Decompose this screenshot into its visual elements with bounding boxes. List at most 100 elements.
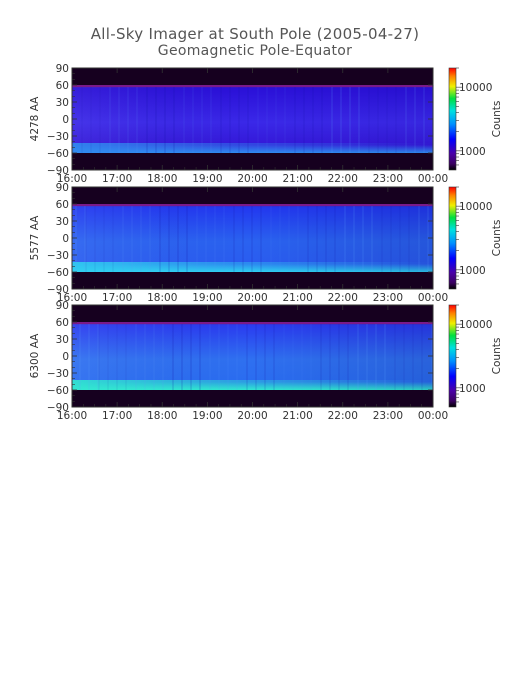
heatmap-streak bbox=[279, 204, 281, 272]
heatmap-streak bbox=[344, 204, 346, 272]
heatmap-streak bbox=[238, 85, 240, 153]
heatmap-streak bbox=[81, 85, 83, 153]
heatmap-streak bbox=[349, 85, 351, 153]
heatmap-streak bbox=[371, 204, 373, 272]
heatmap-streak bbox=[88, 322, 90, 390]
x-tick-label: 16:00 bbox=[57, 292, 87, 304]
heatmap-streak bbox=[334, 204, 336, 272]
y-tick-label: 60 bbox=[56, 317, 69, 329]
heatmap-streak bbox=[301, 322, 303, 390]
heatmap-streak bbox=[260, 204, 262, 272]
x-tick-label: 21:00 bbox=[282, 173, 312, 185]
heatmap-streak bbox=[127, 85, 129, 153]
x-tick-label: 22:00 bbox=[328, 173, 358, 185]
colorbar-tick-label: 10000 bbox=[459, 82, 492, 94]
x-tick-label: 16:00 bbox=[57, 173, 87, 185]
heatmap-streak bbox=[205, 204, 207, 272]
heatmap-streak bbox=[257, 85, 259, 153]
heatmap-streak bbox=[229, 85, 231, 153]
heatmap-streak bbox=[209, 322, 211, 390]
heatmap-streak bbox=[405, 85, 407, 153]
heatmap-streak bbox=[125, 322, 127, 390]
heatmap-streak bbox=[173, 85, 175, 153]
heatmap-streak bbox=[223, 204, 225, 272]
y-tick-label: −90 bbox=[47, 284, 69, 296]
heatmap-streak bbox=[201, 85, 203, 153]
heatmap-streak bbox=[316, 204, 318, 272]
heatmap-streak bbox=[366, 322, 368, 390]
x-tick-label: 18:00 bbox=[147, 173, 177, 185]
heatmap-streak bbox=[408, 204, 410, 272]
heatmap-streak bbox=[421, 322, 423, 390]
chart-title: All-Sky Imager at South Pole (2005-04-27… bbox=[90, 25, 420, 43]
heatmap-streak bbox=[246, 322, 248, 390]
heatmap-streak bbox=[329, 322, 331, 390]
heatmap-streak bbox=[414, 85, 416, 153]
colorbar-tick-label: 10000 bbox=[459, 201, 492, 213]
heatmap-streak bbox=[358, 85, 360, 153]
heatmap-streak bbox=[214, 204, 216, 272]
heatmap-streak bbox=[412, 322, 414, 390]
y-tick-label: 60 bbox=[56, 80, 69, 92]
heatmap-streak bbox=[220, 85, 222, 153]
colorbar-label: Counts bbox=[491, 220, 503, 257]
x-tick-label: 00:00 bbox=[418, 410, 448, 422]
y-tick-label: −30 bbox=[47, 368, 69, 380]
heatmap-top-edge bbox=[72, 322, 433, 324]
x-tick-label: 20:00 bbox=[237, 292, 267, 304]
heatmap-streak bbox=[109, 85, 111, 153]
y-tick-label: −60 bbox=[47, 385, 69, 397]
heatmap-streak bbox=[338, 322, 340, 390]
chart-subtitle: Geomagnetic Pole-Equator bbox=[157, 43, 353, 59]
heatmap-shade bbox=[72, 322, 433, 390]
heatmap-streak bbox=[136, 85, 138, 153]
heatmap-streak bbox=[403, 322, 405, 390]
x-tick-label: 18:00 bbox=[147, 292, 177, 304]
heatmap-streak bbox=[79, 322, 81, 390]
heatmap-streak bbox=[177, 204, 179, 272]
y-tick-label: 30 bbox=[56, 97, 69, 109]
x-tick-label: 18:00 bbox=[147, 410, 177, 422]
heatmap-streak bbox=[273, 322, 275, 390]
heatmap-streak bbox=[310, 322, 312, 390]
y-axis-label: 5577 AA bbox=[29, 215, 41, 261]
heatmap-streak bbox=[399, 204, 401, 272]
colorbar-tick-label: 1000 bbox=[459, 383, 486, 395]
heatmap-streak bbox=[90, 85, 92, 153]
y-axis-label: 4278 AA bbox=[29, 96, 41, 142]
colorbar-label: Counts bbox=[491, 101, 503, 138]
heatmap-streak bbox=[303, 85, 305, 153]
y-tick-label: −60 bbox=[47, 267, 69, 279]
heatmap-streak bbox=[118, 85, 120, 153]
heatmap-streak bbox=[107, 322, 109, 390]
colorbar-tick-label: 1000 bbox=[459, 146, 486, 158]
heatmap-streak bbox=[331, 85, 333, 153]
heatmap-streak bbox=[190, 322, 192, 390]
heatmap-low-band bbox=[72, 143, 433, 153]
x-tick-label: 19:00 bbox=[192, 410, 222, 422]
heatmap-streak bbox=[394, 322, 396, 390]
heatmap-streak bbox=[255, 322, 257, 390]
y-tick-label: 90 bbox=[56, 63, 69, 75]
x-tick-label: 23:00 bbox=[373, 410, 403, 422]
heatmap-streak bbox=[423, 85, 425, 153]
heatmap-streak bbox=[283, 322, 285, 390]
y-tick-label: 0 bbox=[62, 233, 69, 245]
x-tick-label: 23:00 bbox=[373, 173, 403, 185]
x-tick-label: 21:00 bbox=[282, 292, 312, 304]
x-tick-label: 20:00 bbox=[237, 173, 267, 185]
heatmap-streak bbox=[210, 85, 212, 153]
y-tick-label: −90 bbox=[47, 402, 69, 414]
y-tick-label: −30 bbox=[47, 131, 69, 143]
heatmap-streak bbox=[135, 322, 137, 390]
heatmap-streak bbox=[288, 204, 290, 272]
heatmap-streak bbox=[247, 85, 249, 153]
x-tick-label: 19:00 bbox=[192, 173, 222, 185]
heatmap-low-band bbox=[72, 380, 433, 390]
heatmap-streak bbox=[294, 85, 296, 153]
heatmap-streak bbox=[181, 322, 183, 390]
heatmap-streak bbox=[325, 204, 327, 272]
heatmap-streak bbox=[251, 204, 253, 272]
